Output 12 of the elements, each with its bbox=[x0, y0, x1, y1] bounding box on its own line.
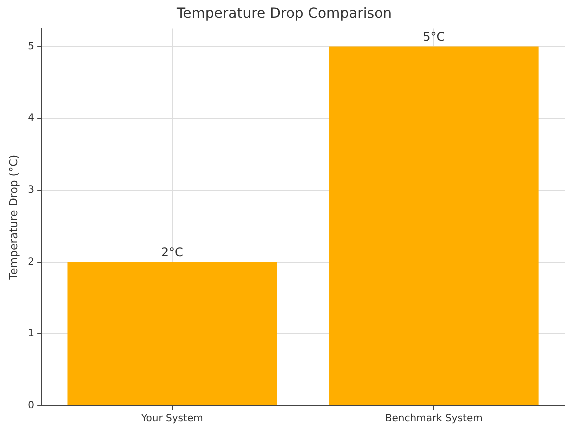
y-tick-label: 2 bbox=[28, 256, 35, 268]
y-axis-title: Temperature Drop (°C) bbox=[7, 154, 20, 281]
data-label: 5°C bbox=[423, 30, 446, 44]
y-tick-label: 4 bbox=[28, 113, 35, 124]
y-tick-label: 1 bbox=[28, 328, 35, 340]
y-tick-label: 3 bbox=[28, 185, 35, 196]
x-tick-label: Benchmark System bbox=[385, 414, 483, 425]
data-label: 2°C bbox=[161, 245, 184, 260]
y-tick-label: 5 bbox=[28, 41, 35, 52]
y-tick-label: 0 bbox=[28, 400, 35, 412]
x-tick-label: Your System bbox=[140, 414, 204, 425]
chart-title: Temperature Drop Comparison bbox=[176, 6, 392, 22]
